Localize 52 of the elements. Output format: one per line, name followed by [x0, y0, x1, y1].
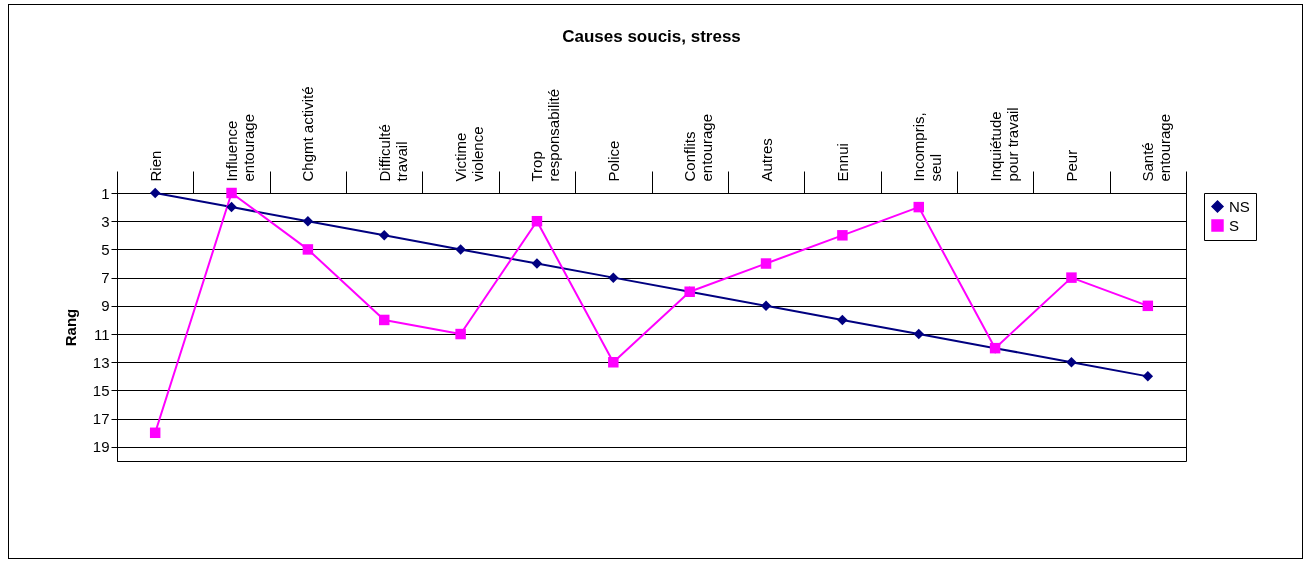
- point: [531, 215, 543, 227]
- chart-title: Causes soucis, stress: [562, 26, 741, 46]
- point: [1066, 357, 1077, 368]
- point: [608, 272, 619, 283]
- x-tick-label: Police: [604, 140, 622, 182]
- point: [379, 230, 390, 241]
- x-tick-label: Santé entourage: [1139, 113, 1174, 182]
- point: [149, 187, 161, 199]
- x-tick-label: Inquiétude pour travail: [986, 107, 1021, 182]
- x-tick-label: Conflits entourage: [681, 113, 716, 182]
- point: [226, 201, 237, 213]
- point: [913, 201, 924, 213]
- x-tick-label: Rien: [146, 150, 164, 182]
- x-tick-label: Chgmt activité: [299, 86, 317, 182]
- x-tick-label: Peur: [1062, 149, 1080, 182]
- y-tick-label: 1: [101, 184, 110, 202]
- y-axis-title: Rang: [61, 308, 79, 347]
- legend-label: NS: [1229, 197, 1250, 215]
- point: [837, 314, 848, 326]
- point: [1066, 272, 1077, 283]
- point: [913, 328, 924, 340]
- point: [379, 314, 390, 326]
- y-tick-label: 15: [92, 381, 110, 399]
- point: [455, 244, 466, 255]
- point: [226, 187, 237, 199]
- x-tick-label: Difficulté travail: [375, 124, 410, 182]
- point: [531, 258, 543, 269]
- point: [837, 230, 848, 241]
- point: [149, 427, 161, 439]
- x-tick-label: Incompris, seul: [910, 112, 945, 182]
- x-tick-label: Ennui: [833, 143, 851, 182]
- point: [302, 215, 314, 227]
- x-tick-label: Victime violence: [452, 126, 487, 182]
- point: [760, 258, 772, 269]
- y-tick-label: 7: [101, 269, 110, 287]
- x-tick-label: Influence entourage: [223, 113, 258, 182]
- y-tick-label: 17: [92, 410, 110, 428]
- x-tick-label: Autres: [757, 138, 775, 182]
- y-tick-label: 9: [101, 297, 110, 315]
- y-tick-label: 19: [92, 438, 110, 456]
- y-tick-label: 3: [101, 212, 110, 230]
- legend-label: S: [1229, 216, 1240, 234]
- y-tick-label: 13: [92, 353, 110, 371]
- point: [455, 328, 466, 340]
- point: [1142, 371, 1154, 382]
- y-tick-label: 5: [101, 240, 110, 258]
- x-tick-label: Trop responsabilité: [528, 88, 563, 182]
- point: [302, 244, 314, 255]
- point: [1142, 300, 1154, 312]
- y-tick-label: 11: [93, 325, 110, 343]
- point: [760, 300, 772, 312]
- point: [608, 357, 619, 368]
